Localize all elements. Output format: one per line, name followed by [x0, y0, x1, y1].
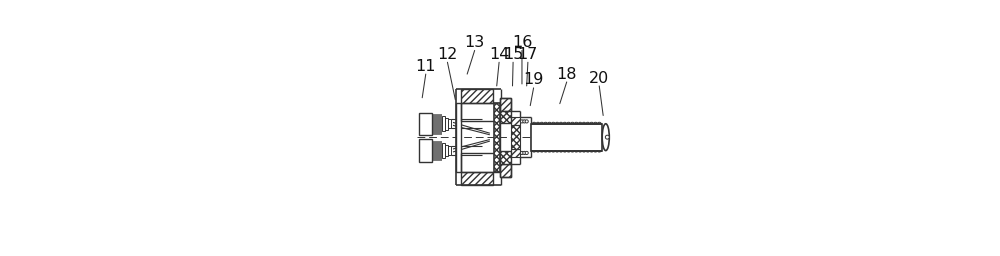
Bar	[448, 119, 451, 129]
Bar	[511, 149, 520, 157]
Text: 13: 13	[465, 35, 485, 50]
Bar	[438, 141, 439, 160]
Bar	[440, 114, 441, 134]
Bar	[500, 111, 511, 123]
Bar	[500, 164, 511, 177]
Bar	[436, 114, 437, 134]
Bar	[500, 98, 511, 111]
Bar	[432, 141, 433, 160]
Circle shape	[523, 120, 526, 123]
Bar	[436, 141, 437, 160]
Text: 12: 12	[437, 47, 458, 62]
Bar	[448, 146, 451, 155]
Bar	[419, 113, 432, 135]
Text: 15: 15	[503, 47, 523, 62]
Bar	[442, 116, 445, 131]
Bar	[494, 103, 500, 172]
Circle shape	[525, 120, 528, 123]
Bar	[511, 125, 515, 133]
Text: 11: 11	[416, 59, 436, 74]
Bar	[434, 141, 435, 160]
Bar	[515, 125, 520, 133]
Circle shape	[520, 120, 524, 123]
Bar	[511, 125, 520, 149]
Circle shape	[520, 151, 524, 155]
Bar	[442, 143, 445, 158]
Ellipse shape	[602, 124, 609, 151]
Text: 17: 17	[518, 47, 538, 62]
Circle shape	[525, 151, 528, 155]
Text: 20: 20	[589, 71, 609, 86]
Bar	[461, 89, 493, 103]
Bar	[438, 114, 439, 134]
Bar	[434, 114, 435, 134]
Text: 18: 18	[556, 67, 577, 82]
Bar	[511, 118, 520, 125]
Bar	[419, 139, 432, 162]
Circle shape	[605, 135, 609, 139]
Bar	[461, 172, 493, 185]
Bar	[440, 141, 441, 160]
Bar	[445, 118, 448, 130]
Bar	[445, 145, 448, 156]
Text: 19: 19	[523, 72, 544, 88]
Bar	[456, 103, 461, 172]
Text: 14: 14	[489, 47, 509, 62]
Bar	[432, 114, 433, 134]
Bar	[531, 124, 602, 151]
Bar	[500, 151, 511, 164]
Circle shape	[523, 151, 526, 155]
Text: 16: 16	[512, 35, 532, 50]
